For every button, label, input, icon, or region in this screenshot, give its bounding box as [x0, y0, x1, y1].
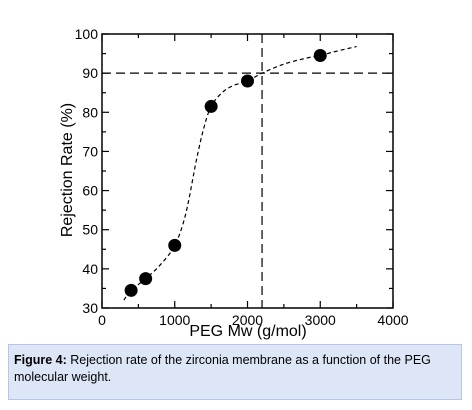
caption-box — [8, 344, 462, 400]
x-tick-label: 1000 — [159, 312, 190, 328]
x-tick-label: 2000 — [232, 312, 263, 328]
y-tick-label: 100 — [75, 26, 99, 42]
x-axis-title: PEG Mw (g/mol) — [189, 323, 306, 340]
data-point — [241, 74, 254, 88]
y-tick-label: 50 — [82, 222, 98, 238]
data-point — [313, 49, 327, 63]
caption-body: Rejection rate of the zirconia membrane … — [14, 353, 431, 384]
data-point — [168, 238, 182, 252]
y-axis-ticks: 30 40 50 60 70 80 90 100 — [75, 26, 393, 316]
y-tick-label: 60 — [82, 183, 98, 199]
x-tick-label: 4000 — [377, 312, 408, 328]
reference-lines — [102, 34, 393, 308]
data-point — [139, 272, 153, 286]
x-tick-label: 0 — [98, 312, 106, 328]
data-point — [204, 99, 218, 113]
data-point — [124, 283, 138, 297]
fit-curve-group — [123, 45, 357, 301]
x-tick-label: 3000 — [305, 312, 336, 328]
y-tick-label: 80 — [82, 104, 98, 120]
y-axis-title: Rejection Rate (%) — [59, 103, 76, 237]
fit-curve — [123, 45, 357, 301]
y-tick-label: 70 — [82, 143, 98, 159]
y-tick-label: 90 — [82, 65, 98, 81]
y-tick-label: 40 — [82, 261, 98, 277]
chart: 0 1000 2000 3000 4000 30 40 50 60 70 80 90 100 PEG … — [59, 26, 409, 340]
x-axis-ticks: 0 1000 2000 3000 4000 — [98, 34, 409, 328]
y-tick-label: 30 — [82, 300, 98, 316]
caption-label: Figure 4: — [14, 353, 67, 367]
plot-area: 0 1000 2000 3000 4000 30 40 50 60 70 80 90 100 — [75, 26, 409, 328]
data-points — [124, 49, 327, 297]
figure-caption: Figure 4: Rejection rate of the zirconia… — [14, 352, 454, 386]
